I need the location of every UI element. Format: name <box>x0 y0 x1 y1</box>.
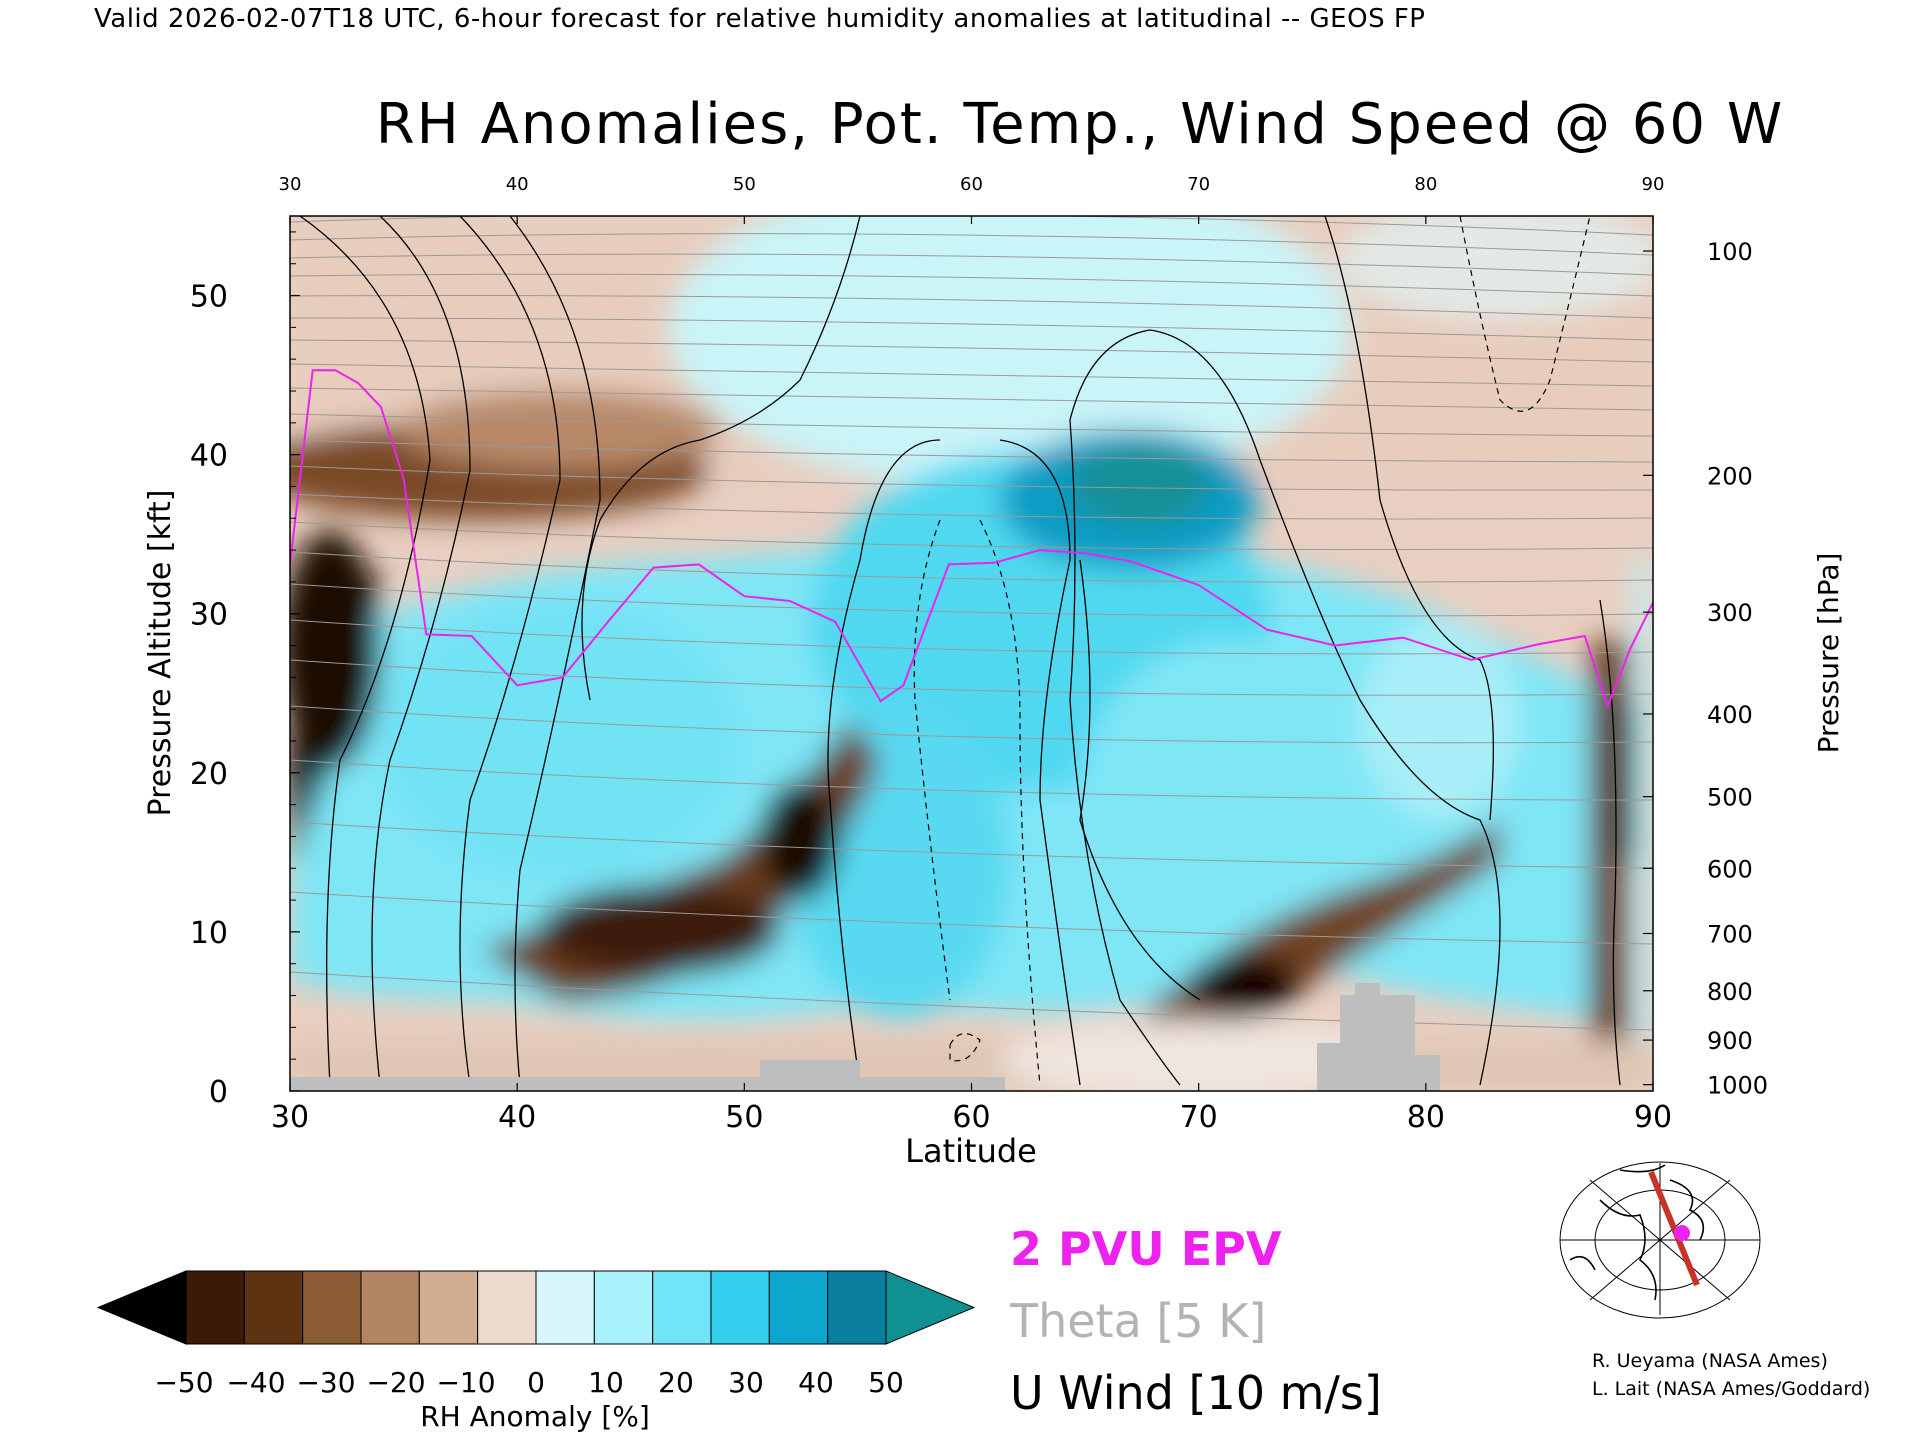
chart-title: RH Anomalies, Pot. Temp., Wind Speed @ 6… <box>375 92 1785 157</box>
pressure-tick-label: 900 <box>1707 1027 1753 1055</box>
credit-line-1: R. Ueyama (NASA Ames) <box>1592 1350 1828 1372</box>
valid-time-header: Valid 2026-02-07T18 UTC, 6-hour forecast… <box>94 4 1426 34</box>
x-top-tick-label: 30 <box>279 174 302 195</box>
x-top-tick-label: 80 <box>1414 174 1437 195</box>
x-top-tick-label: 50 <box>733 174 756 195</box>
x-tick-label: 30 <box>271 1100 309 1135</box>
colorbar-tick-label: −40 <box>226 1366 285 1399</box>
credit-line-2: L. Lait (NASA Ames/Goddard) <box>1592 1378 1871 1400</box>
x-tick-label: 60 <box>952 1100 990 1135</box>
legend-epv: 2 PVU EPV <box>1010 1222 1282 1276</box>
u-wind-contours <box>299 216 1621 1086</box>
y-tick-label: 0 <box>209 1075 228 1110</box>
y-tick-label: 20 <box>190 757 228 792</box>
x-tick-label: 90 <box>1634 1100 1672 1135</box>
x-top-tick-label: 70 <box>1187 174 1210 195</box>
y-tick-label: 10 <box>190 916 228 951</box>
pressure-tick-label: 500 <box>1707 784 1753 812</box>
x-tick-label: 50 <box>725 1100 763 1135</box>
colorbar-tick-label: −50 <box>154 1366 213 1399</box>
colorbar-box <box>710 1270 770 1345</box>
colorbar-tick-label: −30 <box>296 1366 355 1399</box>
colorbar-tick-label: 40 <box>798 1366 834 1399</box>
pressure-tick-label: 200 <box>1707 462 1753 490</box>
x-axis-label: Latitude <box>905 1132 1037 1170</box>
pressure-tick-label: 800 <box>1707 978 1753 1006</box>
pressure-tick-label: 600 <box>1707 855 1753 883</box>
pressure-tick-label: 100 <box>1707 238 1753 266</box>
colorbar-tick-label: 0 <box>527 1366 545 1399</box>
pressure-tick-label: 700 <box>1707 921 1753 949</box>
y-tick-label: 40 <box>190 439 228 474</box>
epv-2pvu-line <box>290 369 1653 709</box>
location-inset-map <box>1555 1161 1761 1319</box>
colorbar-tick-label: −10 <box>436 1366 495 1399</box>
x-axis-bottom: 30 40 50 60 70 80 90 <box>271 1083 1672 1135</box>
x-top-tick-label: 90 <box>1642 174 1665 195</box>
colorbar: −50 −40 −30 −20 −10 0 10 20 30 40 50 <box>96 1270 976 1399</box>
pressure-tick-label: 1000 <box>1707 1072 1768 1100</box>
colorbar-box <box>593 1270 654 1345</box>
x-tick-label: 70 <box>1180 1100 1218 1135</box>
pressure-tick-label: 400 <box>1707 701 1753 729</box>
colorbar-tick-label: 10 <box>588 1366 624 1399</box>
x-tick-label: 80 <box>1407 1100 1445 1135</box>
x-top-tick-label: 40 <box>506 174 529 195</box>
colorbar-box <box>768 1270 829 1345</box>
colorbar-tick-label: −20 <box>366 1366 425 1399</box>
colorbar-max-arrow <box>885 1270 976 1345</box>
rh-anomaly-field <box>290 216 1653 1091</box>
colorbar-box <box>827 1270 887 1345</box>
u-wind-contours-negative <box>913 216 1591 1086</box>
terrain-mask <box>290 983 1440 1091</box>
colorbar-box <box>477 1270 537 1345</box>
colorbar-box <box>185 1270 245 1345</box>
colorbar-min-arrow <box>96 1270 187 1345</box>
colorbar-tick-label: 50 <box>868 1366 904 1399</box>
colorbar-box <box>418 1270 479 1345</box>
colorbar-tick-label: 30 <box>728 1366 764 1399</box>
x-top-tick-label: 60 <box>960 174 983 195</box>
colorbar-box <box>535 1270 595 1345</box>
colorbar-box <box>302 1270 362 1345</box>
colorbar-box <box>652 1270 712 1345</box>
y-axis-right: 100 200 300 400 500 600 700 800 900 1000 <box>1643 238 1768 1100</box>
legend-theta: Theta [5 K] <box>1010 1294 1267 1348</box>
x-tick-label: 40 <box>498 1100 536 1135</box>
y-axis-left: 0 10 20 30 40 50 <box>190 231 300 1110</box>
pressure-tick-label: 300 <box>1707 599 1753 627</box>
y-axis-label: Pressure Altitude [kft] <box>143 490 178 817</box>
epv-2pvu-layer <box>290 369 1653 709</box>
x-axis-top: 30 40 50 60 70 80 90 <box>279 174 1665 224</box>
y-tick-label: 30 <box>190 598 228 633</box>
colorbar-box <box>243 1270 304 1345</box>
colorbar-label: RH Anomaly [%] <box>420 1400 650 1433</box>
colorbar-tick-label: 20 <box>658 1366 694 1399</box>
y-axis-right-label: Pressure [hPa] <box>1812 553 1845 754</box>
y-tick-label: 50 <box>190 280 228 315</box>
legend-u-wind: U Wind [10 m/s] <box>1010 1366 1382 1420</box>
colorbar-box <box>360 1270 420 1345</box>
